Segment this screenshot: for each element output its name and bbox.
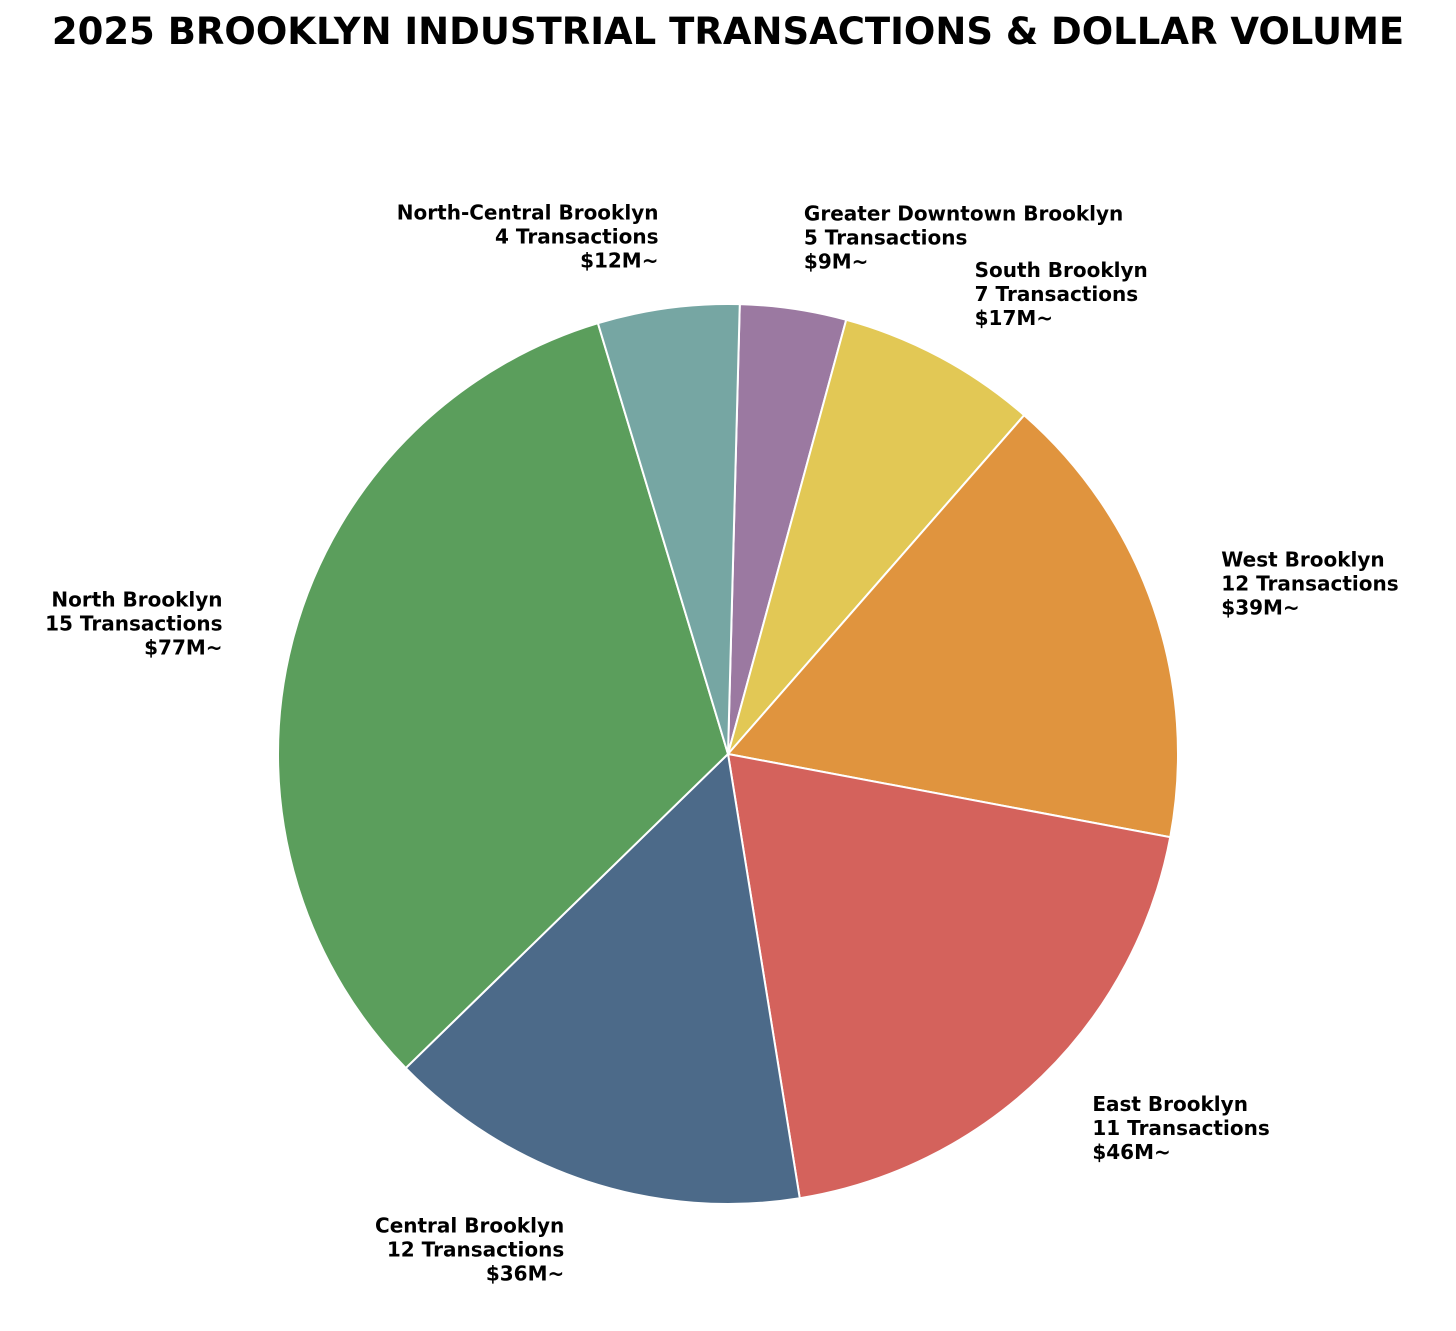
pie-slice-south-brooklyn	[727, 318, 1026, 755]
pie-slices	[276, 303, 1179, 1205]
pie-label-north-brooklyn: North Brooklyn 15 Transactions $77M~	[45, 588, 222, 660]
chart-title: 2025 BROOKLYN INDUSTRIAL TRANSACTIONS & …	[51, 10, 1405, 53]
pie-label-west-brooklyn: West Brooklyn 12 Transactions $39M~	[1221, 547, 1398, 619]
pie-label-north-central-brooklyn: North-Central Brooklyn 4 Transactions $12M…	[397, 201, 659, 273]
pie-label-central-brooklyn: Central Brooklyn 12 Transactions $36M~	[375, 1214, 564, 1286]
pie-slice-west-brooklyn	[726, 413, 1179, 839]
pie-slice-north-central-brooklyn	[596, 303, 741, 755]
pie-labels: Greater Downtown Brooklyn 5 Transactions $…	[45, 201, 1399, 1286]
pie-slice-north-brooklyn	[276, 321, 730, 1070]
pie-slice-central-brooklyn	[404, 751, 801, 1205]
pie-label-east-brooklyn: East Brooklyn 11 Transactions $46M~	[1092, 1092, 1269, 1164]
pie-label-south-brooklyn: South Brooklyn 7 Transactions $17M~	[975, 258, 1148, 330]
pie-label-greater-downtown-brooklyn: Greater Downtown Brooklyn 5 Transactions $…	[804, 202, 1123, 274]
pie-slice-east-brooklyn	[726, 752, 1172, 1200]
